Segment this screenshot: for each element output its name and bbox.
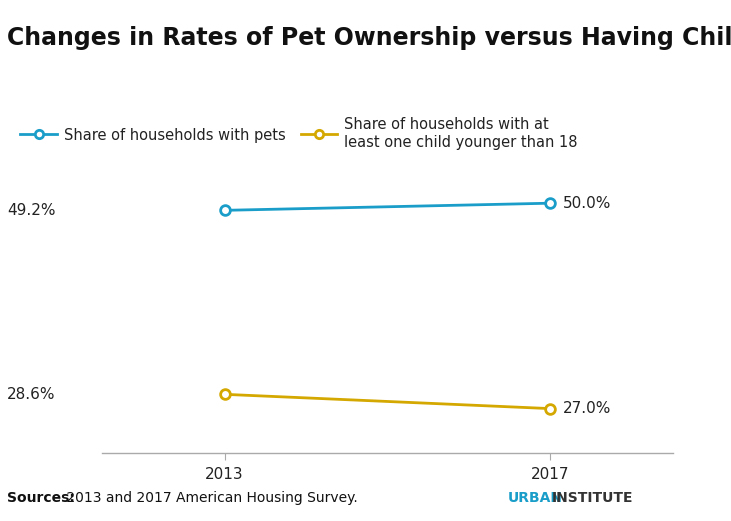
Text: 49.2%: 49.2% — [7, 203, 56, 218]
Text: URBAN: URBAN — [508, 491, 563, 505]
Legend: Share of households with pets, Share of households with at
least one child young: Share of households with pets, Share of … — [15, 111, 583, 156]
Text: 28.6%: 28.6% — [7, 387, 56, 402]
Text: Changes in Rates of Pet Ownership versus Having Children: Changes in Rates of Pet Ownership versus… — [7, 26, 731, 50]
Text: 2013 and 2017 American Housing Survey.: 2013 and 2017 American Housing Survey. — [62, 491, 358, 505]
Text: 50.0%: 50.0% — [563, 196, 611, 210]
Text: INSTITUTE: INSTITUTE — [552, 491, 633, 505]
Text: Sources:: Sources: — [7, 491, 75, 505]
Text: 27.0%: 27.0% — [563, 401, 611, 416]
